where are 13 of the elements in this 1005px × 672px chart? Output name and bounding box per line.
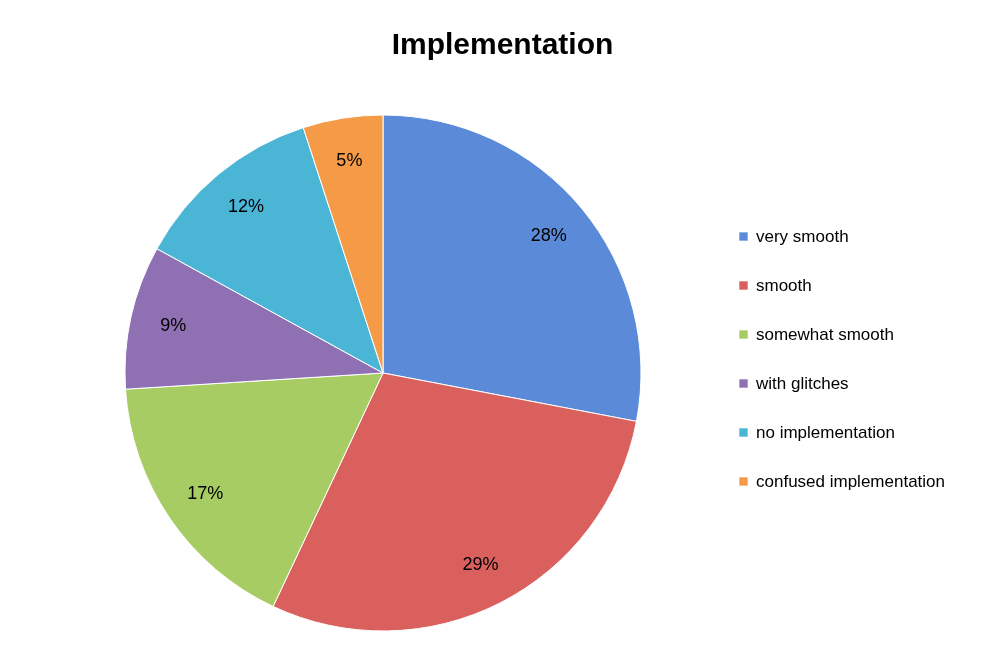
data-label: 12% [227,196,264,217]
legend-label: no implementation [756,422,895,442]
data-label: 9% [160,315,187,336]
legend-label: somewhat smooth [756,324,894,344]
legend-label: smooth [756,275,812,295]
data-label: 17% [187,482,224,503]
legend-label: confused implementation [756,471,946,491]
data-label: 28% [530,224,567,245]
data-label: 5% [336,149,363,170]
chart-title: Implementation [391,27,614,60]
legend-label: with glitches [755,373,849,393]
legend-label: very smooth [756,226,849,246]
data-label: 29% [462,553,499,574]
